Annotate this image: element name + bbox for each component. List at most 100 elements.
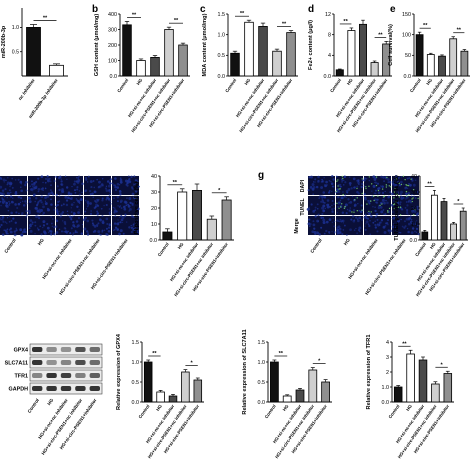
nucleus-dot	[39, 225, 41, 227]
nucleus-dot	[403, 226, 406, 229]
nucleus-dot	[5, 204, 8, 207]
nucleus-dot	[133, 183, 137, 186]
nucleus-dot	[42, 189, 44, 192]
nucleus-dot	[128, 207, 132, 211]
y-tick-label: 150	[402, 12, 411, 18]
nucleus-dot	[121, 221, 124, 224]
nucleus-dot	[377, 206, 381, 210]
nucleus-dot	[32, 187, 36, 191]
y-tick-label: 3	[386, 355, 389, 361]
nucleus-dot	[391, 182, 395, 185]
nucleus-dot	[383, 213, 385, 216]
nucleus-dot	[309, 225, 311, 228]
nucleus-dot	[0, 192, 2, 195]
nucleus-dot	[1, 189, 5, 192]
bar	[122, 24, 132, 77]
nucleus-dot	[331, 199, 334, 202]
tunel-dot	[400, 183, 403, 186]
nucleus-dot	[353, 186, 356, 189]
microscopy-col-label-g: HG	[343, 237, 351, 246]
nucleus-dot	[405, 211, 409, 215]
tunel-dot	[368, 176, 371, 178]
nucleus-dot	[22, 204, 26, 207]
tunel-dot	[343, 207, 346, 210]
microscopy-col-label-f: Control	[3, 238, 16, 254]
nucleus-dot	[106, 196, 109, 200]
nucleus-dot	[76, 188, 79, 191]
nucleus-dot	[406, 187, 409, 190]
tunel-dot	[387, 210, 389, 212]
nucleus-dot	[412, 207, 415, 209]
nucleus-dot	[319, 194, 322, 198]
nucleus-dot	[119, 216, 121, 219]
nucleus-dot	[49, 180, 52, 183]
chart-h2: 0.0 0.5 1.0 1.5 Relative expression of SLC7A…	[242, 329, 332, 459]
nucleus-dot	[396, 191, 400, 195]
significance-label: **	[378, 32, 383, 38]
nucleus-dot	[87, 232, 89, 234]
nucleus-dot	[59, 175, 62, 179]
x-tick-label: HG	[135, 77, 143, 86]
nucleus-dot	[19, 201, 22, 204]
y-tick-label: 0.0	[110, 74, 118, 80]
nucleus-dot	[72, 221, 75, 224]
nucleus-dot	[42, 205, 45, 209]
nucleus-dot	[410, 199, 412, 201]
nucleus-dot	[131, 228, 134, 231]
nucleus-dot	[91, 192, 94, 195]
nucleus-dot	[2, 201, 5, 204]
tunel-dot	[375, 184, 378, 187]
blot-band	[60, 373, 72, 378]
nucleus-dot	[128, 226, 131, 229]
nucleus-dot	[40, 201, 43, 204]
nucleus-dot	[348, 181, 352, 185]
nucleus-dot	[382, 209, 385, 211]
nucleus-dot	[411, 209, 415, 213]
nucleus-dot	[101, 199, 104, 202]
nucleus-dot	[9, 182, 12, 186]
microscopy-image	[84, 176, 111, 195]
nucleus-dot	[9, 230, 13, 234]
nucleus-dot	[373, 178, 377, 182]
tunel-dot	[356, 210, 359, 212]
nucleus-dot	[134, 196, 138, 199]
nucleus-dot	[81, 223, 84, 226]
nucleus-dot	[85, 208, 88, 210]
nucleus-dot	[86, 181, 89, 183]
nucleus-dot	[69, 192, 73, 196]
nucleus-dot	[55, 205, 58, 208]
nucleus-dot	[413, 210, 417, 213]
nucleus-dot	[44, 202, 48, 205]
nucleus-dot	[328, 218, 332, 222]
panel-letter-layer: b c d e g	[92, 4, 396, 181]
nucleus-dot	[126, 184, 129, 187]
nucleus-dot	[94, 199, 97, 202]
nucleus-dot	[34, 232, 36, 235]
nucleus-dot	[127, 203, 130, 206]
nucleus-dot	[407, 230, 410, 234]
nucleus-dot	[363, 177, 367, 180]
nucleus-dot	[127, 175, 130, 178]
nucleus-dot	[396, 214, 399, 218]
nucleus-dot	[402, 197, 405, 199]
nucleus-dot	[7, 233, 9, 235]
nucleus-dot	[321, 198, 323, 200]
y-tick-label: 1.0	[12, 25, 19, 31]
nucleus-dot	[47, 208, 49, 210]
nucleus-dot	[338, 201, 341, 204]
nucleus-dot	[29, 219, 33, 223]
significance-label: *	[191, 361, 194, 367]
nucleus-dot	[338, 227, 342, 231]
nucleus-dot	[367, 217, 370, 220]
y-tick-label: 0.5	[132, 380, 140, 386]
tunel-dot	[396, 193, 399, 196]
nucleus-dot	[131, 203, 134, 206]
bar	[282, 395, 292, 403]
nucleus-dot	[93, 229, 97, 233]
nucleus-dot	[72, 212, 76, 216]
nucleus-dot	[32, 195, 35, 198]
nucleus-dot	[94, 205, 97, 208]
y-axis-title: Relative expression of GPX4	[116, 333, 122, 410]
nucleus-dot	[313, 228, 316, 230]
nucleus-dot	[124, 213, 127, 216]
